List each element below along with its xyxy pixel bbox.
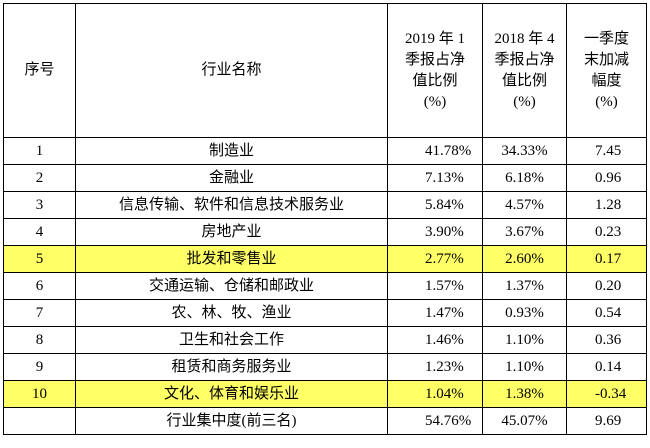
change-cell: -0.34 xyxy=(566,380,647,408)
q4-2018-cell: 4.57% xyxy=(482,191,567,219)
seq-cell: 9 xyxy=(3,353,76,381)
industry-cell: 制造业 xyxy=(75,137,388,165)
industry-allocation-table: 序号 行业名称 2019 年 1 季报占净 值比例 (%) 2018 年 4 季… xyxy=(3,3,647,435)
header-q1-2019: 2019 年 1 季报占净 值比例 (%) xyxy=(387,3,483,138)
change-cell: 0.23 xyxy=(566,218,647,246)
header-change: 一季度 末加减 幅度 (%) xyxy=(566,3,647,138)
table-row: 3 信息传输、软件和信息技术服务业 5.84% 4.57% 1.28 xyxy=(3,191,647,219)
industry-cell: 卫生和社会工作 xyxy=(75,326,388,354)
change-cell: 7.45 xyxy=(566,137,647,165)
change-cell: 1.28 xyxy=(566,191,647,219)
industry-cell: 房地产业 xyxy=(75,218,388,246)
q1-2019-cell: 1.04% xyxy=(387,380,483,408)
header-line: 季报占净 xyxy=(404,51,465,68)
header-line: 末加减 xyxy=(583,51,629,68)
q1-2019-cell: 1.23% xyxy=(387,353,483,381)
change-cell: 0.36 xyxy=(566,326,647,354)
change-cell: 0.14 xyxy=(566,353,647,381)
q4-2018-cell: 34.33% xyxy=(482,137,567,165)
q4-2018-cell: 1.38% xyxy=(482,380,567,408)
industry-cell: 金融业 xyxy=(75,164,388,192)
total-q4-2018: 45.07% xyxy=(482,407,567,435)
industry-cell: 文化、体育和娱乐业 xyxy=(75,380,388,408)
header-seq: 序号 xyxy=(3,3,76,138)
industry-cell: 租赁和商务服务业 xyxy=(75,353,388,381)
q4-2018-cell: 1.37% xyxy=(482,272,567,300)
header-line: (%) xyxy=(423,93,447,110)
header-line: (%) xyxy=(595,93,618,110)
header-line: 幅度 xyxy=(591,72,622,89)
q1-2019-cell: 1.46% xyxy=(387,326,483,354)
total-row: 行业集中度(前三名) 54.76% 45.07% 9.69 xyxy=(3,407,647,435)
q1-2019-cell: 7.13% xyxy=(387,164,483,192)
change-cell: 0.96 xyxy=(566,164,647,192)
seq-cell: 10 xyxy=(3,380,76,408)
industry-cell: 批发和零售业 xyxy=(75,245,388,273)
q4-2018-cell: 1.10% xyxy=(482,326,567,354)
q1-2019-cell: 5.84% xyxy=(387,191,483,219)
header-industry: 行业名称 xyxy=(75,3,388,138)
industry-cell: 信息传输、软件和信息技术服务业 xyxy=(75,191,388,219)
header-q4-2018: 2018 年 4 季报占净 值比例 (%) xyxy=(482,3,567,138)
table-row: 1 制造业 41.78% 34.33% 7.45 xyxy=(3,137,647,165)
header-line: 2018 年 4 xyxy=(494,30,555,47)
q4-2018-cell: 1.10% xyxy=(482,353,567,381)
industry-cell: 交通运输、仓储和邮政业 xyxy=(75,272,388,300)
header-line: (%) xyxy=(513,93,536,110)
seq-cell: 1 xyxy=(3,137,76,165)
header-line: 2019 年 1 xyxy=(404,30,465,47)
seq-cell: 3 xyxy=(3,191,76,219)
seq-cell: 6 xyxy=(3,272,76,300)
q1-2019-cell: 1.47% xyxy=(387,299,483,327)
total-label: 行业集中度(前三名) xyxy=(75,407,388,435)
table-row: 8 卫生和社会工作 1.46% 1.10% 0.36 xyxy=(3,326,647,354)
table-row: 5 批发和零售业 2.77% 2.60% 0.17 xyxy=(3,245,647,273)
seq-cell: 7 xyxy=(3,299,76,327)
total-q1-2019: 54.76% xyxy=(387,407,483,435)
q4-2018-cell: 2.60% xyxy=(482,245,567,273)
q4-2018-cell: 6.18% xyxy=(482,164,567,192)
header-line: 季报占净 xyxy=(494,51,555,68)
total-change: 9.69 xyxy=(566,407,647,435)
change-cell: 0.17 xyxy=(566,245,647,273)
change-cell: 0.54 xyxy=(566,299,647,327)
table-row: 4 房地产业 3.90% 3.67% 0.23 xyxy=(3,218,647,246)
seq-cell: 4 xyxy=(3,218,76,246)
industry-cell: 农、林、牧、渔业 xyxy=(75,299,388,327)
table-row: 7 农、林、牧、渔业 1.47% 0.93% 0.54 xyxy=(3,299,647,327)
q4-2018-cell: 0.93% xyxy=(482,299,567,327)
q1-2019-cell: 2.77% xyxy=(387,245,483,273)
q1-2019-cell: 1.57% xyxy=(387,272,483,300)
q1-2019-cell: 41.78% xyxy=(387,137,483,165)
total-seq-cell xyxy=(3,407,76,435)
seq-cell: 2 xyxy=(3,164,76,192)
header-line: 一季度 xyxy=(583,30,629,47)
table-row: 6 交通运输、仓储和邮政业 1.57% 1.37% 0.20 xyxy=(3,272,647,300)
table-row: 2 金融业 7.13% 6.18% 0.96 xyxy=(3,164,647,192)
header-row: 序号 行业名称 2019 年 1 季报占净 值比例 (%) 2018 年 4 季… xyxy=(3,3,647,138)
seq-cell: 8 xyxy=(3,326,76,354)
q1-2019-cell: 3.90% xyxy=(387,218,483,246)
q4-2018-cell: 3.67% xyxy=(482,218,567,246)
header-line: 值比例 xyxy=(412,72,458,89)
table-row: 9 租赁和商务服务业 1.23% 1.10% 0.14 xyxy=(3,353,647,381)
seq-cell: 5 xyxy=(3,245,76,273)
header-line: 值比例 xyxy=(501,72,547,89)
table-row: 10 文化、体育和娱乐业 1.04% 1.38% -0.34 xyxy=(3,380,647,408)
change-cell: 0.20 xyxy=(566,272,647,300)
